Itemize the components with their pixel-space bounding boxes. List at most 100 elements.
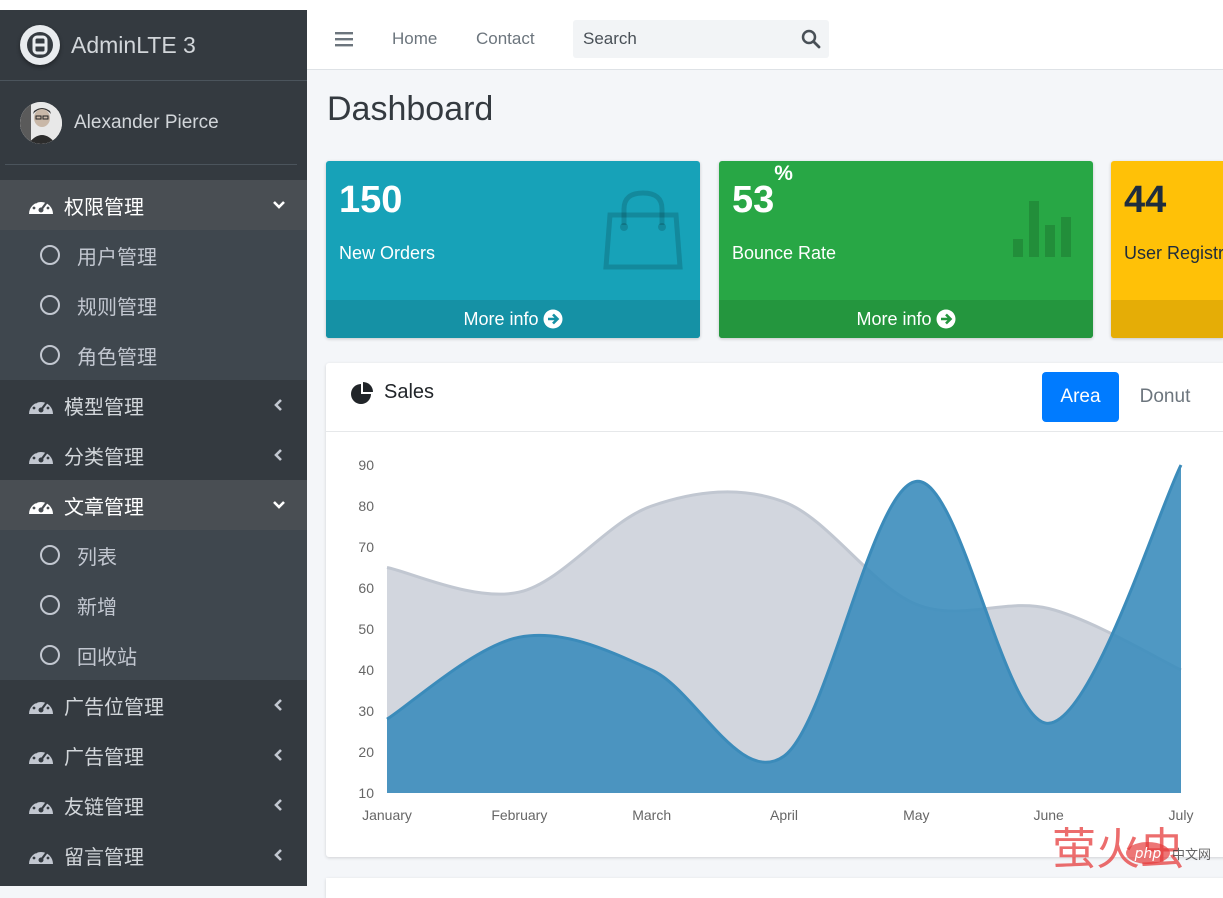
x-tick-label: May <box>903 807 929 823</box>
sidebar-menu: 权限管理 用户管理 规则管理 角色管理 模型管理 分类管理 文章管理 列表 <box>0 180 307 880</box>
avatar <box>20 101 62 144</box>
circle-icon <box>40 345 60 365</box>
more-info-link[interactable] <box>1111 300 1223 338</box>
circle-icon <box>40 545 60 565</box>
sidebar-item-categories[interactable]: 分类管理 <box>0 430 307 480</box>
sales-area-chart: 10 20 30 40 50 60 70 80 90 January February March Ap… <box>358 457 1194 823</box>
sidebar-item-label: 分类管理 <box>64 446 144 469</box>
sidebar-item-models[interactable]: 模型管理 <box>0 380 307 430</box>
pie-chart-icon <box>351 382 373 404</box>
watermark-php-text: php <box>1134 846 1162 862</box>
sidebar-item-friend-links[interactable]: 友链管理 <box>0 780 307 830</box>
y-tick-label: 40 <box>358 662 374 678</box>
top-strip <box>0 0 1223 10</box>
more-info-link[interactable]: More info <box>326 300 700 338</box>
x-tick-label: June <box>1033 807 1064 823</box>
sidebar-item-articles[interactable]: 文章管理 <box>0 480 307 530</box>
y-tick-label: 50 <box>358 621 374 637</box>
y-tick-label: 60 <box>358 580 374 596</box>
tachometer-icon <box>29 848 53 864</box>
user-panel[interactable]: Alexander Pierce <box>5 81 297 165</box>
search-icon[interactable] <box>801 29 821 49</box>
hamburger-icon[interactable] <box>335 30 353 48</box>
sidebar-item-permissions[interactable]: 权限管理 <box>0 180 307 230</box>
sidebar-subitem-label: 规则管理 <box>77 296 157 319</box>
sidebar-subitem-label: 列表 <box>77 546 117 569</box>
circle-icon <box>40 295 60 315</box>
tab-area[interactable]: Area <box>1042 372 1119 422</box>
stat-number: 53 <box>732 179 775 221</box>
arrow-circle-right-icon <box>936 309 956 329</box>
stat-label: New Orders <box>339 243 436 263</box>
brand-link[interactable]: AdminLTE 3 <box>0 10 307 81</box>
stat-box-bounce-rate: 53% Bounce Rate More info <box>719 161 1093 338</box>
stat-box-new-orders: 150 New Orders More info <box>326 161 700 338</box>
card-header: Sales Area Donut <box>326 363 1223 432</box>
tachometer-icon <box>29 798 53 814</box>
stat-value: 53% <box>732 162 793 222</box>
sidebar-subitem-role-management[interactable]: 角色管理 <box>0 330 307 380</box>
chevron-down-icon[interactable] <box>271 197 287 213</box>
page-title: Dashboard <box>327 90 494 128</box>
x-tick-label: January <box>362 807 412 823</box>
circle-icon <box>40 245 60 265</box>
y-tick-label: 80 <box>358 498 374 514</box>
circle-icon <box>40 645 60 665</box>
tachometer-icon <box>29 198 53 214</box>
sidebar-subitem-rule-management[interactable]: 规则管理 <box>0 280 307 330</box>
sidebar-subitem-label: 用户管理 <box>77 246 157 269</box>
watermark-site-text: 中文网 <box>1172 848 1211 863</box>
submenu-permissions: 用户管理 规则管理 角色管理 <box>0 230 307 380</box>
sidebar-subitem-list[interactable]: 列表 <box>0 530 307 580</box>
stat-box-user-registrations: 44 User Registr <box>1111 161 1223 338</box>
chevron-left-icon[interactable] <box>271 397 287 413</box>
bar-chart-icon <box>1013 201 1071 257</box>
x-tick-label: March <box>632 807 671 823</box>
more-info-label: More info <box>856 308 932 329</box>
sidebar-subitem-label: 回收站 <box>77 646 137 669</box>
next-card <box>326 878 1223 898</box>
shopping-bag-icon <box>603 190 683 270</box>
top-navbar: Home Contact <box>307 10 1223 70</box>
more-info-link[interactable]: More info <box>719 300 1093 338</box>
search-input[interactable] <box>573 20 783 58</box>
sidebar: AdminLTE 3 Alexander Pierce 权限管理 用户管理 规则… <box>0 10 307 886</box>
sidebar-subitem-add[interactable]: 新增 <box>0 580 307 630</box>
tachometer-icon <box>29 498 53 514</box>
series-line-2 <box>386 464 1183 764</box>
x-tick-label: April <box>770 807 798 823</box>
chevron-left-icon[interactable] <box>271 797 287 813</box>
chevron-left-icon[interactable] <box>271 747 287 763</box>
watermark: 萤火虫 php 中文网 <box>1052 818 1223 878</box>
nav-home-link[interactable]: Home <box>392 29 438 48</box>
sidebar-subitem-user-management[interactable]: 用户管理 <box>0 230 307 280</box>
nav-contact-link[interactable]: Contact <box>476 29 535 48</box>
circle-icon <box>40 595 60 615</box>
tachometer-icon <box>29 398 53 414</box>
tachometer-icon <box>29 448 53 464</box>
sidebar-item-ads[interactable]: 广告管理 <box>0 730 307 780</box>
stat-label: User Registr <box>1124 243 1223 263</box>
more-info-label: More info <box>463 308 539 329</box>
sidebar-item-label: 留言管理 <box>64 846 144 869</box>
y-tick-label: 90 <box>358 457 374 473</box>
chevron-left-icon[interactable] <box>271 447 287 463</box>
sidebar-item-label: 广告位管理 <box>64 696 164 719</box>
sidebar-item-messages[interactable]: 留言管理 <box>0 830 307 880</box>
sidebar-item-label: 文章管理 <box>64 496 144 519</box>
x-tick-label: July <box>1169 807 1194 823</box>
sidebar-item-label: 权限管理 <box>64 196 144 219</box>
sidebar-subitem-recycle-bin[interactable]: 回收站 <box>0 630 307 680</box>
card-title: Sales <box>384 381 435 403</box>
chevron-down-icon[interactable] <box>271 497 287 513</box>
chevron-left-icon[interactable] <box>271 847 287 863</box>
tachometer-icon <box>29 748 53 764</box>
tab-donut[interactable]: Donut <box>1139 386 1191 407</box>
sidebar-item-ad-positions[interactable]: 广告位管理 <box>0 680 307 730</box>
sidebar-item-label: 友链管理 <box>64 796 144 819</box>
sidebar-item-label: 广告管理 <box>64 746 144 769</box>
y-tick-label: 30 <box>358 703 374 719</box>
stat-value: 150 <box>339 179 403 221</box>
chevron-left-icon[interactable] <box>271 697 287 713</box>
y-tick-label: 10 <box>358 785 374 801</box>
